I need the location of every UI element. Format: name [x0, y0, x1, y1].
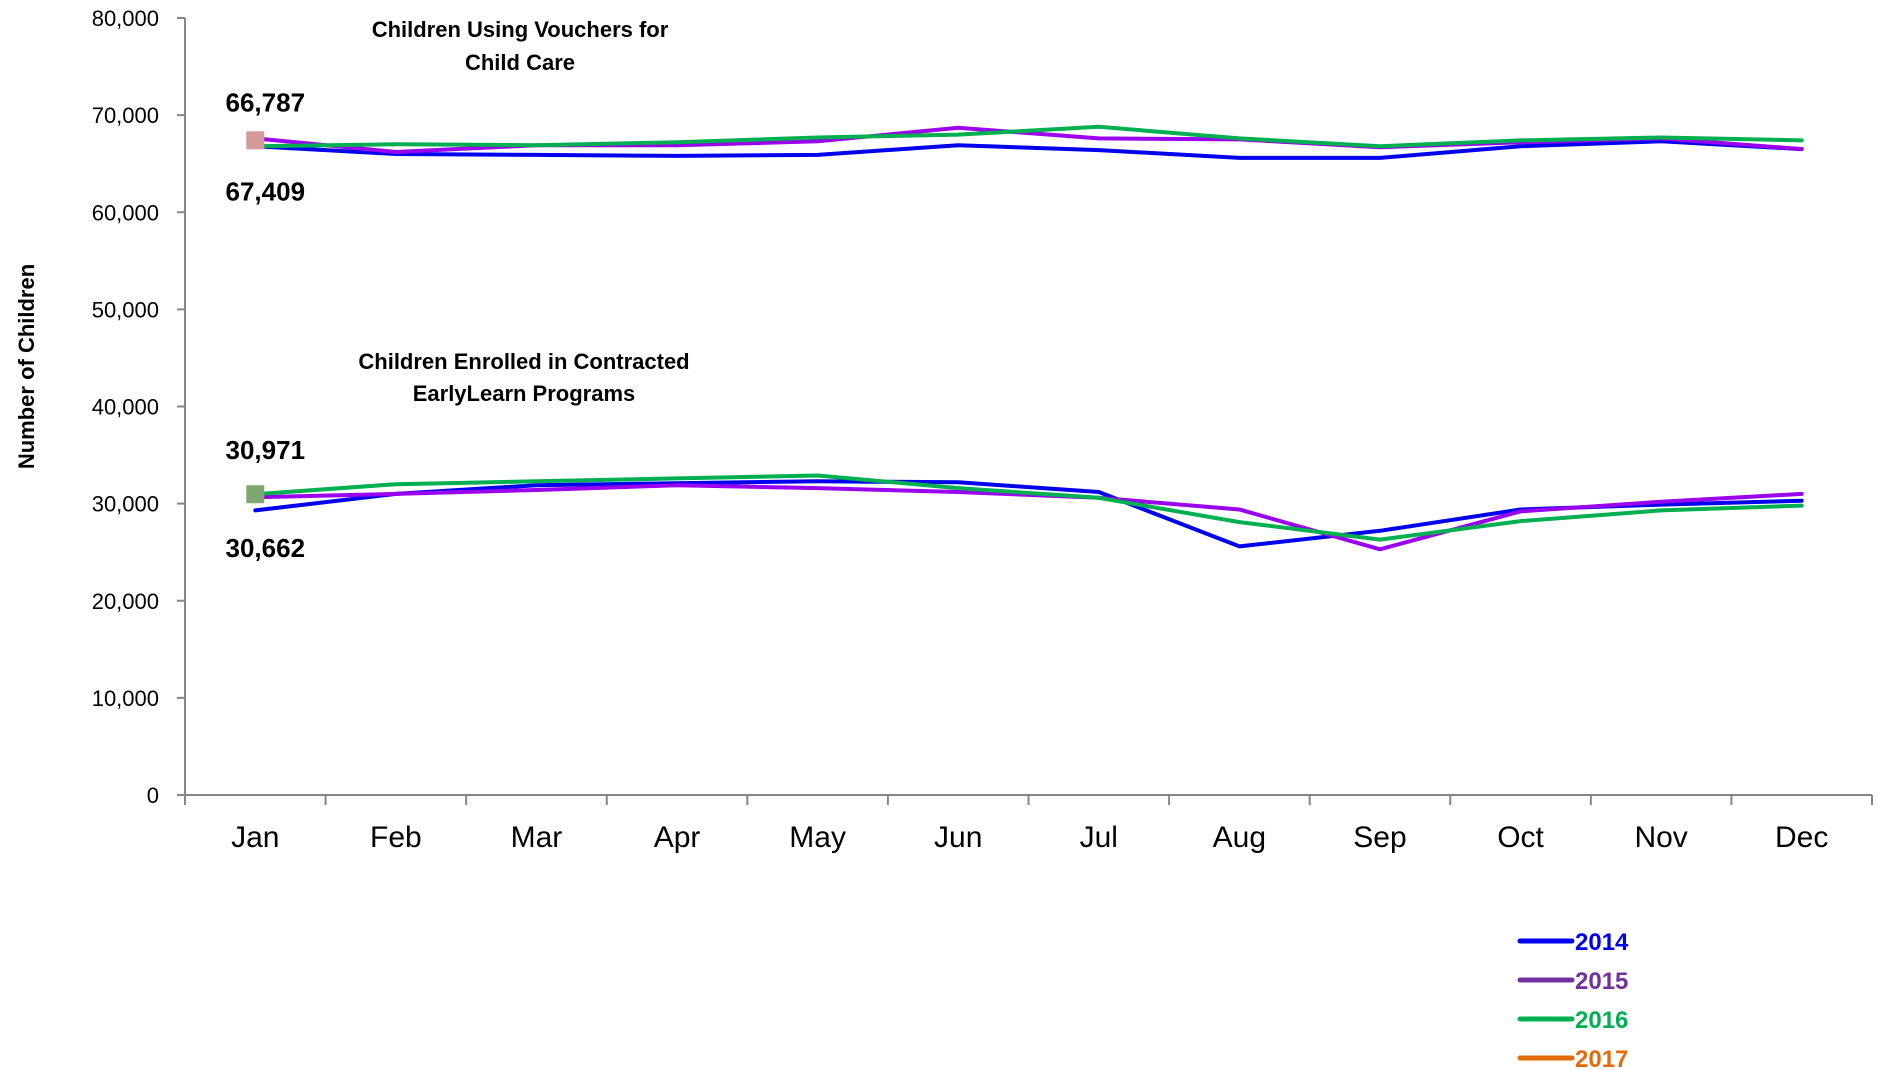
annotations: Children Using Vouchers for Child Care 66,…	[226, 17, 690, 563]
series-group-2	[246, 473, 1804, 552]
series-line-2014	[253, 139, 1804, 160]
legend-label: 2014	[1575, 929, 1629, 956]
y-tick-label: 20,000	[92, 589, 159, 614]
y-tick-label: 80,000	[92, 6, 159, 31]
chart-axes	[184, 18, 1872, 803]
x-axis-ticks: Jan Feb Mar Apr May Jun Jul Aug Sep Oct Nov Dec	[184, 795, 1873, 854]
chart-legend: 2014 2015 2016 2017	[1517, 929, 1629, 1070]
x-tick-label: Jan	[231, 821, 279, 854]
series-group-1	[246, 124, 1804, 160]
x-tick-label: Jun	[934, 821, 982, 854]
data-label: 30,971	[226, 435, 306, 465]
series-line-2016	[253, 124, 1804, 149]
y-tick-label: 30,000	[92, 492, 159, 517]
group-label: Children Enrolled in Contracted	[358, 349, 689, 374]
y-tick-label: 0	[147, 783, 159, 808]
x-tick-label: Feb	[370, 821, 422, 854]
series-layer	[246, 124, 1804, 552]
y-tick-label: 70,000	[92, 103, 159, 128]
group-label: Children Using Vouchers for	[372, 17, 669, 42]
x-tick-label: Dec	[1775, 821, 1828, 854]
x-tick-label: Mar	[511, 821, 563, 854]
x-tick-label: Aug	[1213, 821, 1266, 854]
y-tick-label: 10,000	[92, 686, 159, 711]
series-line-2016	[253, 473, 1804, 542]
y-tick-label: 40,000	[92, 395, 159, 420]
legend-label: 2017	[1575, 1046, 1628, 1070]
x-tick-label: Oct	[1497, 821, 1544, 854]
data-label: 66,787	[226, 87, 306, 117]
x-tick-label: May	[789, 821, 846, 854]
legend-item-2017: 2017	[1517, 1046, 1628, 1070]
y-axis-ticks: 0 10,000 20,000 30,000 40,000 50,000 60,000 70,…	[92, 6, 185, 808]
x-tick-label: Apr	[654, 821, 701, 854]
x-tick-label: Sep	[1353, 821, 1406, 854]
data-label: 30,662	[226, 533, 306, 563]
y-axis-title: Number of Children	[14, 264, 39, 469]
legend-label: 2016	[1575, 1007, 1628, 1034]
group-label: EarlyLearn Programs	[413, 381, 636, 406]
data-label: 67,409	[226, 176, 306, 206]
legend-label: 2015	[1575, 968, 1628, 995]
point-marker-square	[246, 131, 265, 150]
legend-item-2014: 2014	[1517, 929, 1629, 956]
x-tick-label: Nov	[1634, 821, 1687, 854]
legend-item-2015: 2015	[1517, 968, 1628, 995]
legend-item-2016: 2016	[1517, 1007, 1628, 1034]
y-tick-label: 60,000	[92, 200, 159, 225]
group-label: Child Care	[465, 50, 575, 75]
point-marker-square	[246, 485, 265, 504]
x-tick-label: Jul	[1080, 821, 1118, 854]
y-tick-label: 50,000	[92, 297, 159, 322]
